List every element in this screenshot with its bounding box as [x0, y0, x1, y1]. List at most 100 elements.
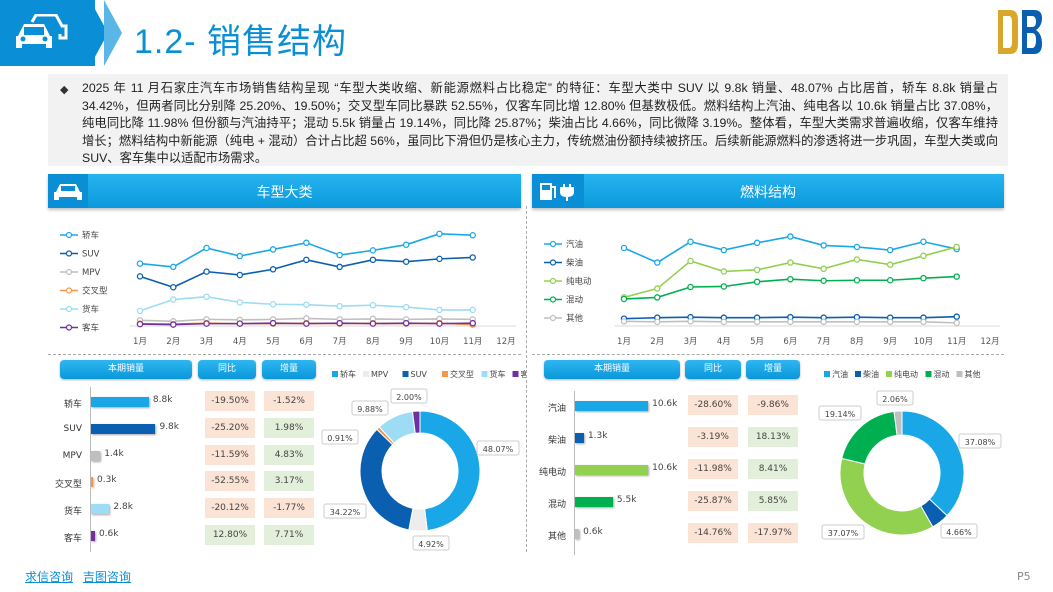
- row-label: 货车: [63, 507, 82, 518]
- data-point: [654, 318, 661, 326]
- page-header: 1.2- 销售结构: [0, 0, 1053, 70]
- data-point: [687, 283, 694, 291]
- legend-marker: [549, 296, 557, 303]
- data-point: [236, 271, 244, 279]
- x-tick-label: 4月: [233, 337, 247, 347]
- legend-label: 混动: [934, 369, 950, 379]
- legend-label: MPV: [82, 268, 100, 278]
- data-point: [853, 243, 861, 251]
- slice-label-box: [940, 523, 978, 539]
- legend-label: 货车: [490, 369, 506, 379]
- horizontal-divider: [48, 354, 521, 355]
- data-point: [953, 243, 960, 251]
- fuel-share-donut: 汽油 柴油 纯电动 混动 其他 37.08% 4.66% 37.07% 19.14% 2.06%: [818, 369, 1002, 540]
- sales-bar: [575, 529, 580, 539]
- data-point: [620, 295, 628, 303]
- x-tick-label: 6月: [783, 337, 797, 347]
- header-sales: 本期销量: [60, 360, 192, 379]
- legend-label: 柴油: [863, 369, 879, 379]
- section-vehicle-type: 车型大类: [48, 174, 521, 208]
- legend-marker: [549, 240, 557, 248]
- data-point: [236, 252, 244, 260]
- data-point: [787, 233, 794, 240]
- data-point: [269, 301, 277, 308]
- slice-label: 2.06%: [882, 395, 908, 404]
- legend-marker: [65, 305, 73, 313]
- header-chevron-light: [104, 0, 122, 66]
- slice-label: 2.00%: [396, 393, 422, 402]
- vehicle-share-donut: 轿车 MPV SUV 交叉型 货车 客车 48.07% 4.92% 34.22% 0.91% 9.8…: [321, 369, 526, 551]
- data-point: [753, 239, 761, 247]
- data-point: [269, 319, 277, 327]
- x-tick-label: 5月: [750, 337, 764, 347]
- yoy-cell: -3.19%: [688, 427, 738, 447]
- data-point: [654, 294, 661, 301]
- footer-link-qiuxin[interactable]: 求信咨询: [25, 570, 74, 584]
- data-point: [236, 299, 244, 306]
- x-tick-label: 4月: [717, 337, 731, 347]
- sales-bar: [91, 423, 156, 434]
- data-point: [720, 246, 728, 254]
- data-point: [920, 238, 927, 246]
- data-point: [136, 273, 144, 280]
- data-point: [203, 268, 210, 275]
- data-point: [269, 266, 277, 273]
- yoy-cell: -11.59%: [205, 444, 255, 465]
- legend-marker: [549, 259, 557, 266]
- data-point: [886, 261, 894, 268]
- data-point: [336, 251, 343, 259]
- donut-slice: [901, 410, 965, 517]
- data-point: [369, 320, 377, 327]
- data-point: [886, 246, 894, 254]
- data-point: [920, 274, 927, 282]
- summary-box: ◆ 2025 年 11 月石家庄汽车市场销售结构呈现 “车型大类收缩、新能源燃料…: [48, 74, 1008, 166]
- series-line: [623, 235, 957, 264]
- header-inc: 增量: [262, 360, 316, 379]
- sales-bar: [575, 401, 649, 411]
- legend-swatch: [512, 371, 519, 377]
- legend-label: 客车: [82, 323, 99, 334]
- data-point: [953, 273, 960, 280]
- x-tick-label: 2月: [650, 337, 664, 347]
- data-point: [953, 313, 960, 320]
- bar-value-label: 0.3k: [97, 475, 117, 486]
- bar-axis: [90, 387, 91, 552]
- legend-label: 交叉型: [450, 369, 474, 379]
- slice-label: 48.07%: [483, 445, 514, 454]
- footer-link-jitu[interactable]: 吉图咨询: [82, 570, 131, 584]
- inc-cell: 18.13%: [748, 427, 798, 447]
- x-tick-label: 3月: [684, 337, 698, 347]
- section-icon-box: [532, 174, 584, 208]
- inc-cell: 1.98%: [264, 417, 314, 438]
- horizontal-divider: [532, 354, 1004, 355]
- sales-bar: [91, 504, 110, 515]
- slice-label-box: [476, 440, 520, 456]
- data-point: [787, 275, 794, 283]
- data-point: [303, 301, 310, 308]
- vehicle-trend-chart: 1月 2月 3月 4月 5月 6月 7月 8月 9月 10月 11月 12月 轿车 SUV MPV 交叉型货车…: [60, 230, 516, 347]
- x-tick-label: 6月: [299, 337, 313, 347]
- x-tick-label: 9月: [399, 337, 413, 347]
- data-point: [469, 319, 476, 327]
- data-point: [720, 283, 728, 290]
- row-label: SUV: [63, 423, 82, 434]
- data-point: [920, 252, 927, 260]
- slice-label: 19.14%: [825, 410, 856, 419]
- data-point: [753, 278, 761, 286]
- sales-bar: [91, 450, 101, 461]
- inc-cell: 5.85%: [748, 491, 798, 511]
- legend-swatch: [855, 371, 861, 377]
- bar-value-label: 10.6k: [652, 399, 678, 409]
- donut-slice: [893, 410, 903, 436]
- slice-label-box: [323, 503, 367, 519]
- data-point: [203, 293, 210, 300]
- slice-label-box: [958, 433, 1002, 449]
- data-point: [687, 318, 694, 325]
- data-point: [203, 320, 210, 327]
- row-label: 客车: [63, 534, 82, 544]
- data-point: [753, 266, 761, 274]
- vertical-divider: [526, 206, 527, 552]
- sales-bar: [575, 465, 649, 475]
- summary-text: 2025 年 11 月石家庄汽车市场销售结构呈现 “车型大类收缩、新能源燃料占比…: [82, 81, 998, 165]
- legend-marker: [549, 314, 557, 322]
